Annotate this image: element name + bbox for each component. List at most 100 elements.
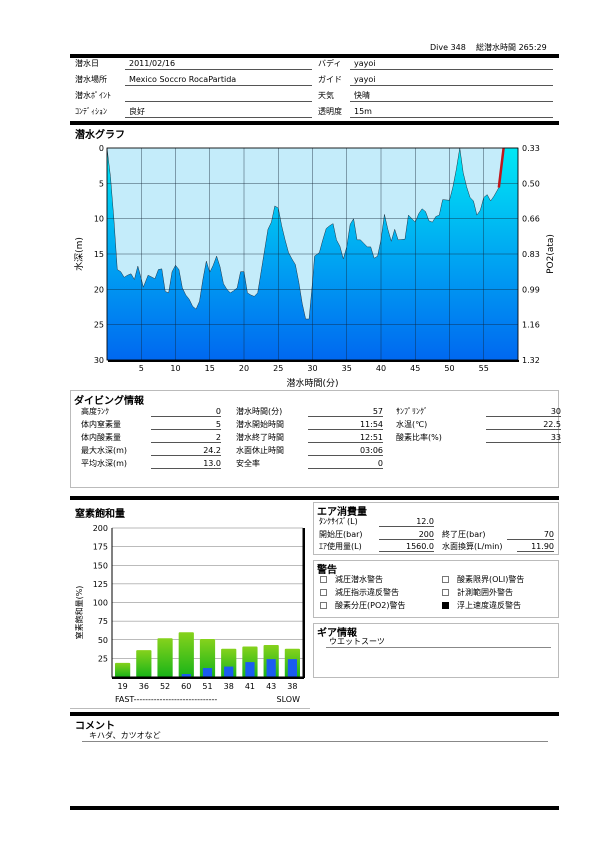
info-value: yayoi (350, 58, 553, 70)
dive-profile-chart: 0 0.33 5 0.50 10 0.66 15 0.83 20 0.99 25 1.16 30 1.32… (73, 144, 556, 389)
y-tick-label: 25 (94, 321, 104, 330)
info-value: yayoi (350, 74, 553, 86)
start-pressure-value: 200 (379, 529, 434, 540)
y-tick-label: 10 (94, 215, 104, 224)
info-label: 潜水場所 (75, 75, 107, 84)
inner-bar (266, 659, 276, 677)
tank-value: 12.0 (379, 516, 434, 527)
x-tick-label: 51 (202, 682, 212, 691)
y-tick-label: 200 (93, 524, 108, 533)
diving-value: 30 (486, 406, 561, 417)
saturation-bar (115, 662, 131, 677)
warning-label: 浮上速度違反警告 (457, 601, 521, 610)
diving-label: 潜水時間(分) (236, 407, 283, 416)
diving-label: 最大水深(m) (81, 446, 128, 455)
air-used-label: ｴｱ使用量(L) (319, 542, 362, 551)
diving-value: 13.0 (151, 458, 221, 469)
diving-label: 酸素比率(%) (396, 433, 442, 442)
y-tick-label: 30 (94, 356, 104, 365)
x-tick-label: 52 (160, 682, 170, 691)
divider (70, 712, 559, 716)
info-label: ｺﾝﾃﾞｨｼｮﾝ (75, 107, 107, 116)
x-tick-label: 19 (118, 682, 128, 691)
diving-label: 安全率 (236, 459, 260, 468)
x-tick-label: 43 (266, 682, 276, 691)
x-tick-label: 55 (479, 364, 489, 373)
diving-value: 2 (151, 432, 221, 443)
y-tick-label: 0 (99, 144, 104, 153)
info-value: 15m (350, 106, 553, 118)
x-tick-label: 36 (139, 682, 149, 691)
y-tick-label: 100 (93, 599, 108, 608)
info-value: 2011/02/16 (125, 58, 312, 70)
y-tick-label: 125 (93, 580, 108, 589)
info-value (125, 90, 312, 102)
gear-box: ギア情報 ウエットスーツ (313, 623, 559, 678)
warning-checkbox (320, 589, 327, 596)
saturation-bar (199, 639, 216, 677)
y2-tick-label: 0.33 (522, 144, 540, 153)
warning-item: 減圧潜水警告 (320, 574, 383, 585)
y-tick-label: 25 (98, 654, 108, 663)
warning-checkbox (320, 602, 327, 609)
inner-bar (287, 659, 297, 677)
inner-bar (245, 662, 255, 677)
gear-title: ギア情報 (317, 628, 357, 639)
gear-value: ウエットスーツ (326, 636, 551, 648)
y-tick-label: 175 (93, 543, 108, 552)
diving-label: 体内酸素量 (81, 433, 121, 442)
x-tick-label: 10 (170, 364, 180, 373)
y-tick-label: 15 (94, 250, 104, 259)
saturation-bar (157, 638, 173, 677)
info-label: バディ (318, 59, 342, 68)
warning-item: 減圧指示違反警告 (320, 587, 399, 598)
warning-item: 酸素分圧(PO2)警告 (320, 600, 405, 611)
graph-title: 潜水グラフ (75, 130, 125, 141)
diving-value: 57 (308, 406, 383, 417)
info-label: ガイド (318, 75, 342, 84)
y-tick-label: 5 (99, 179, 104, 188)
y-tick-label: 20 (94, 285, 104, 294)
y2-tick-label: 0.83 (522, 250, 540, 259)
x-tick-label: 41 (245, 682, 255, 691)
nitrogen-title: 窒素飽和量 (75, 509, 125, 520)
slow-label: SLOW (277, 695, 301, 704)
diving-value: 12:51 (308, 432, 383, 443)
fast-label: FAST----------------------------- (115, 695, 217, 704)
warning-label: 計測範囲外警告 (457, 588, 513, 597)
warning-label: 酸素限界(OLI)警告 (457, 575, 525, 584)
inner-bar (224, 666, 234, 677)
y2-tick-label: 0.99 (522, 285, 540, 294)
diving-label: 体内窒素量 (81, 420, 121, 429)
x-tick-label: 30 (307, 364, 317, 373)
info-value: 快晴 (350, 90, 553, 102)
diving-label: ｻﾝﾌﾟﾘﾝｸﾞ (396, 407, 428, 416)
y2-tick-label: 1.32 (522, 356, 540, 365)
warnings-box: 警告 減圧潜水警告 酸素限界(OLI)警告 減圧指示違反警告 計測範囲外警告 酸素分圧(… (313, 560, 559, 618)
ascent-warning-line (497, 147, 505, 188)
divider (70, 121, 559, 125)
y2-tick-label: 0.66 (522, 215, 540, 224)
x-tick-label: 5 (139, 364, 144, 373)
warning-item: 浮上速度違反警告 (442, 600, 521, 611)
diving-value: 33 (486, 432, 561, 443)
sac-label: 水面換算(L/min) (442, 542, 503, 551)
x-tick-label: 45 (410, 364, 420, 373)
warning-label: 酸素分圧(PO2)警告 (335, 601, 406, 610)
y-tick-label: 75 (98, 617, 108, 626)
diving-value: 03:06 (308, 445, 383, 456)
saturation-bar (136, 650, 152, 677)
x-tick-label: 40 (376, 364, 386, 373)
warning-label: 減圧指示違反警告 (335, 588, 399, 597)
x-tick-label: 35 (342, 364, 352, 373)
y-axis-label: 窒素飽和量(%) (74, 586, 84, 640)
saturation-bar (178, 632, 194, 677)
diving-label: 高度ﾗﾝｸ (81, 407, 109, 416)
sac-value: 11.90 (517, 541, 554, 552)
air-title: エア消費量 (317, 507, 367, 518)
x-tick-label: 15 (205, 364, 215, 373)
divider (70, 496, 559, 500)
info-label: 透明度 (318, 107, 342, 116)
x-axis-label: 潜水時間(分) (286, 377, 338, 389)
info-label: 潜水ﾎﾟｲﾝﾄ (75, 91, 111, 100)
